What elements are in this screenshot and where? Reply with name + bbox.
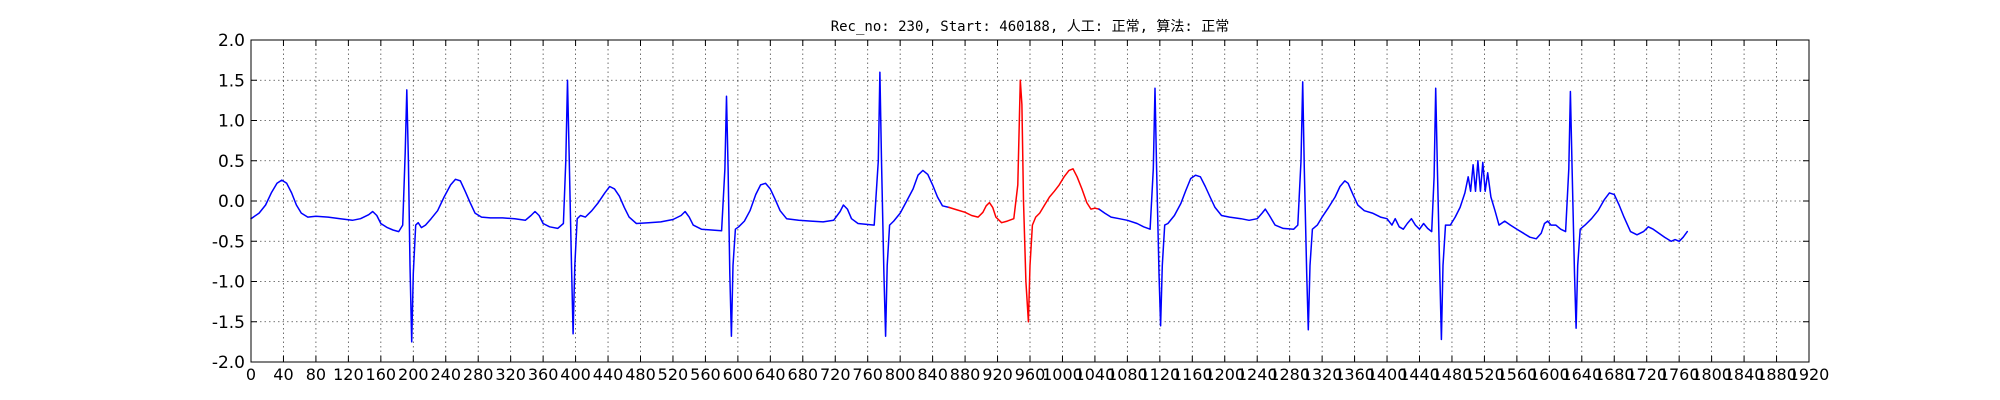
- x-tick-label: 760: [852, 365, 883, 384]
- x-tick-label: 1880: [1756, 365, 1797, 384]
- x-tick-label: 1600: [1529, 365, 1570, 384]
- x-tick-label: 1520: [1464, 365, 1505, 384]
- x-tick-label: 0: [246, 365, 256, 384]
- x-tick-label: 640: [755, 365, 786, 384]
- y-tick-label: 0.0: [218, 192, 245, 212]
- x-tick-label: 160: [366, 365, 397, 384]
- y-tick-label: 2.0: [218, 31, 245, 51]
- x-tick-label: 1760: [1659, 365, 1700, 384]
- x-tick-label: 1320: [1302, 365, 1343, 384]
- series-layer: [250, 71, 1689, 343]
- x-tick-label: 1200: [1204, 365, 1245, 384]
- x-tick-label: 1000: [1042, 365, 1083, 384]
- y-tick-label: 0.5: [218, 152, 245, 172]
- y-tick-label: -1.5: [212, 313, 245, 333]
- x-tick-label: 1480: [1432, 365, 1473, 384]
- x-tick-label: 1240: [1237, 365, 1278, 384]
- x-tick-label: 1680: [1594, 365, 1635, 384]
- x-tick-label: 1400: [1367, 365, 1408, 384]
- x-tick-label: 480: [625, 365, 656, 384]
- y-tick-label: -0.5: [212, 232, 245, 252]
- x-tick-label: 1040: [1075, 365, 1116, 384]
- x-tick-label: 880: [950, 365, 981, 384]
- x-tick-label: 1640: [1561, 365, 1602, 384]
- x-tick-label: 600: [723, 365, 754, 384]
- x-tick-label: 1080: [1107, 365, 1148, 384]
- x-tick-label: 1360: [1334, 365, 1375, 384]
- x-tick-label: 920: [982, 365, 1013, 384]
- x-tick-label: 1280: [1269, 365, 1310, 384]
- x-tick-label: 1120: [1139, 365, 1180, 384]
- x-tick-label: 840: [917, 365, 948, 384]
- x-tick-label: 680: [788, 365, 819, 384]
- y-tick-label: 1.5: [218, 71, 245, 91]
- x-axis: 0 40 80 120 160 200 240 280 320 360 400 440 480 520 56…: [246, 40, 1829, 384]
- x-tick-label: 440: [593, 365, 624, 384]
- y-tick-label: -2.0: [212, 353, 245, 373]
- x-tick-label: 960: [1015, 365, 1046, 384]
- x-tick-label: 320: [495, 365, 526, 384]
- x-tick-label: 240: [430, 365, 461, 384]
- y-tick-label: 1.0: [218, 112, 245, 132]
- series-line-0: [250, 71, 950, 343]
- x-tick-label: 200: [398, 365, 429, 384]
- x-tick-label: 1160: [1172, 365, 1213, 384]
- x-tick-label: 400: [560, 365, 591, 384]
- x-tick-label: 120: [333, 365, 364, 384]
- x-tick-label: 1440: [1399, 365, 1440, 384]
- x-tick-label: 720: [820, 365, 851, 384]
- x-tick-label: 800: [885, 365, 916, 384]
- x-tick-label: 560: [690, 365, 721, 384]
- series-line-2: [1098, 81, 1689, 341]
- x-tick-label: 1920: [1789, 365, 1830, 384]
- x-tick-label: 280: [463, 365, 494, 384]
- x-tick-label: 1800: [1691, 365, 1732, 384]
- y-axis: 2.0 1.5 1.0 0.5 0.0 -0.5 -1.0 -1.5 -2.0: [212, 31, 1809, 373]
- x-tick-label: 1560: [1497, 365, 1538, 384]
- x-tick-label: 1720: [1626, 365, 1667, 384]
- x-tick-label: 520: [658, 365, 689, 384]
- x-tick-label: 40: [273, 365, 293, 384]
- y-tick-label: -1.0: [212, 273, 245, 293]
- series-line-1: [948, 79, 1100, 323]
- chart-title: Rec_no: 230, Start: 460188, 人工: 正常, 算法: …: [831, 19, 1230, 35]
- x-tick-label: 1840: [1724, 365, 1765, 384]
- x-tick-label: 360: [528, 365, 559, 384]
- x-tick-label: 80: [306, 365, 326, 384]
